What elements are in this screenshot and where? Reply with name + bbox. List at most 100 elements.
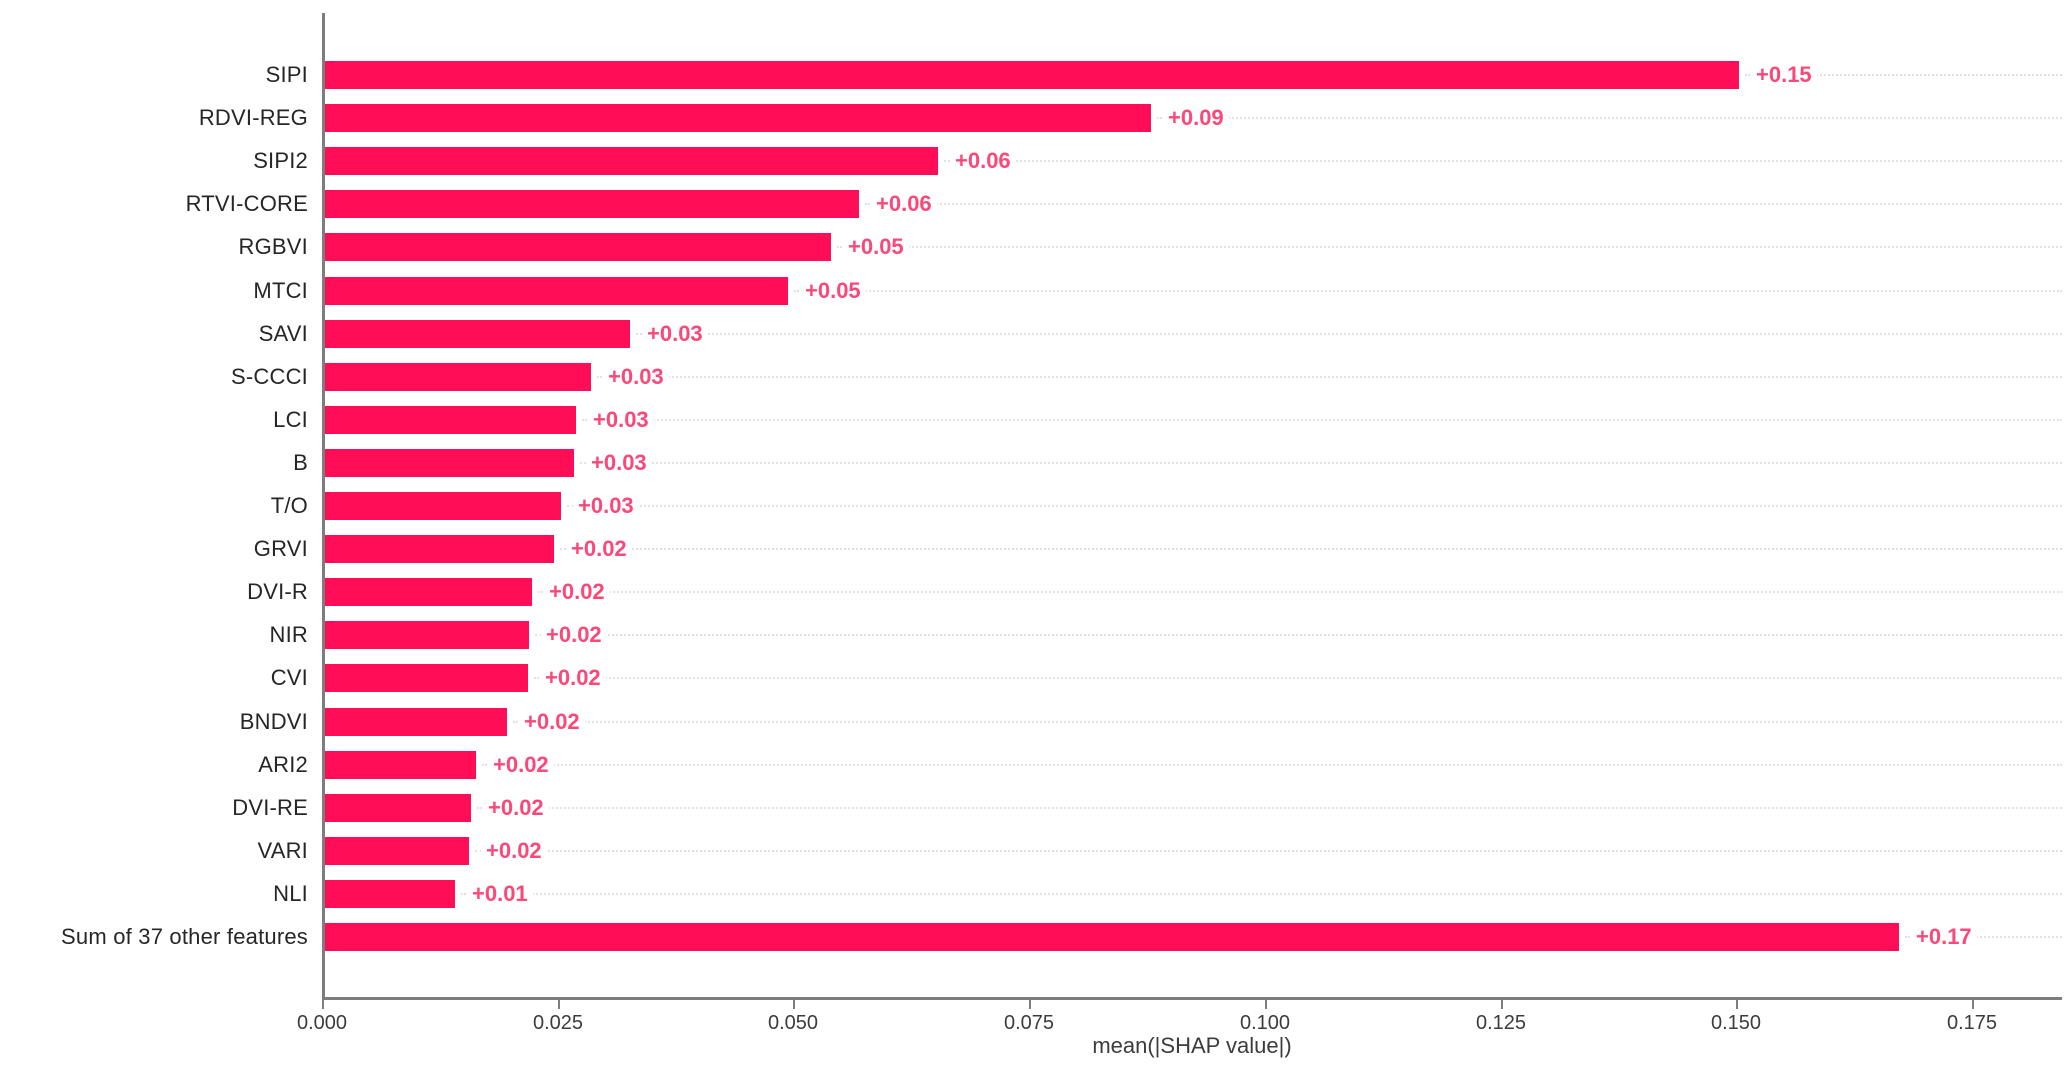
y-tick-label: B xyxy=(293,450,308,475)
bar-rdvi-reg xyxy=(324,104,1151,132)
leader-dotted-line xyxy=(1745,74,2062,76)
leader-dotted-line xyxy=(461,893,2062,895)
y-tick-label: DVI-RE xyxy=(232,795,308,820)
x-tick-label: 0.125 xyxy=(1475,1012,1527,1034)
leader-dotted-line xyxy=(560,548,2062,550)
bar-grvi xyxy=(324,535,554,563)
y-tick-label: CVI xyxy=(270,665,308,690)
leader-dotted-line xyxy=(567,505,2062,507)
x-tick-label: 0.075 xyxy=(1003,1012,1055,1034)
bar-sipi2 xyxy=(324,147,938,175)
bar-lci xyxy=(324,406,576,434)
bar-value-label: +0.02 xyxy=(566,534,632,564)
bar-dvi-re xyxy=(324,794,471,822)
bar-value-label: +0.03 xyxy=(573,491,639,521)
y-tick-label: LCI xyxy=(273,407,308,432)
y-tick-label: S-CCCI xyxy=(231,364,308,389)
x-tick-label: 0.025 xyxy=(532,1012,584,1034)
leader-dotted-line xyxy=(794,290,2062,292)
x-tick-mark xyxy=(793,1000,795,1009)
x-tick-mark xyxy=(558,1000,560,1009)
leader-dotted-line xyxy=(582,419,2062,421)
bar-s-ccci xyxy=(324,363,591,391)
y-tick-label: NIR xyxy=(269,622,308,647)
y-tick-label: VARI xyxy=(257,838,308,863)
bar-mtci xyxy=(324,277,788,305)
bar-value-label: +0.03 xyxy=(586,448,652,478)
x-tick-mark xyxy=(322,1000,324,1009)
leader-dotted-line xyxy=(535,634,2062,636)
leader-dotted-line xyxy=(477,807,2062,809)
leader-dotted-line xyxy=(597,376,2062,378)
bar-value-label: +0.03 xyxy=(588,405,654,435)
leader-dotted-line xyxy=(475,850,2062,852)
bar-b xyxy=(324,449,574,477)
bar-sum-of-37-other-features xyxy=(324,923,1899,951)
x-tick-label: 0.000 xyxy=(296,1012,348,1034)
bar-value-label: +0.05 xyxy=(843,232,909,262)
bar-value-label: +0.03 xyxy=(603,362,669,392)
x-tick-mark xyxy=(1029,1000,1031,1009)
leader-dotted-line xyxy=(636,333,2062,335)
y-tick-label: T/O xyxy=(270,493,308,518)
y-axis-spine xyxy=(322,13,325,1000)
leader-dotted-line xyxy=(580,462,2062,464)
y-tick-label: GRVI xyxy=(253,536,308,561)
bar-nir xyxy=(324,621,529,649)
leader-dotted-line xyxy=(1905,936,2062,938)
x-tick-mark xyxy=(1972,1000,1974,1009)
y-tick-label: ARI2 xyxy=(258,752,308,777)
bar-value-label: +0.02 xyxy=(541,620,607,650)
leader-dotted-line xyxy=(534,677,2062,679)
y-tick-label: NLI xyxy=(273,881,308,906)
y-tick-label: BNDVI xyxy=(239,709,308,734)
x-tick-label: 0.175 xyxy=(1946,1012,1998,1034)
leader-dotted-line xyxy=(944,160,2062,162)
bar-value-label: +0.02 xyxy=(488,750,554,780)
bar-rtvi-core xyxy=(324,190,859,218)
x-axis-title: mean(|SHAP value|) xyxy=(1092,1033,1292,1058)
bar-sipi xyxy=(324,61,1739,89)
x-tick-mark xyxy=(1736,1000,1738,1009)
bar-rgbvi xyxy=(324,233,831,261)
y-tick-label: RDVI-REG xyxy=(198,105,308,130)
bar-value-label: +0.03 xyxy=(642,319,708,349)
bar-dvi-r xyxy=(324,578,532,606)
leader-dotted-line xyxy=(513,721,2062,723)
leader-dotted-line xyxy=(1157,117,2062,119)
y-tick-label: MTCI xyxy=(253,278,308,303)
bar-value-label: +0.02 xyxy=(483,793,549,823)
x-tick-label: 0.050 xyxy=(767,1012,819,1034)
bar-value-label: +0.17 xyxy=(1911,922,1977,952)
y-tick-label: RTVI-CORE xyxy=(185,191,308,216)
bar-ari2 xyxy=(324,751,476,779)
bar-cvi xyxy=(324,664,528,692)
bar-value-label: +0.01 xyxy=(467,879,533,909)
leader-dotted-line xyxy=(482,764,2062,766)
bar-value-label: +0.05 xyxy=(800,276,866,306)
x-tick-mark xyxy=(1265,1000,1267,1009)
leader-dotted-line xyxy=(837,246,2062,248)
bar-savi xyxy=(324,320,630,348)
y-tick-label: Sum of 37 other features xyxy=(61,924,308,949)
bar-vari xyxy=(324,837,469,865)
y-tick-label: SIPI2 xyxy=(253,148,308,173)
x-tick-label: 0.150 xyxy=(1710,1012,1762,1034)
y-tick-label: SIPI xyxy=(265,62,308,87)
bar-value-label: +0.06 xyxy=(871,189,937,219)
x-tick-label: 0.100 xyxy=(1239,1012,1291,1034)
y-tick-label: SAVI xyxy=(258,321,308,346)
bar-value-label: +0.15 xyxy=(1751,60,1817,90)
bar-value-label: +0.09 xyxy=(1163,103,1229,133)
bar-t-o xyxy=(324,492,561,520)
bar-value-label: +0.02 xyxy=(540,663,606,693)
x-axis-line xyxy=(322,997,2062,1000)
bar-value-label: +0.02 xyxy=(519,707,585,737)
bar-bndvi xyxy=(324,708,507,736)
leader-dotted-line xyxy=(865,203,2062,205)
leader-dotted-line xyxy=(538,591,2062,593)
bar-value-label: +0.02 xyxy=(481,836,547,866)
bar-nli xyxy=(324,880,455,908)
x-tick-mark xyxy=(1501,1000,1503,1009)
